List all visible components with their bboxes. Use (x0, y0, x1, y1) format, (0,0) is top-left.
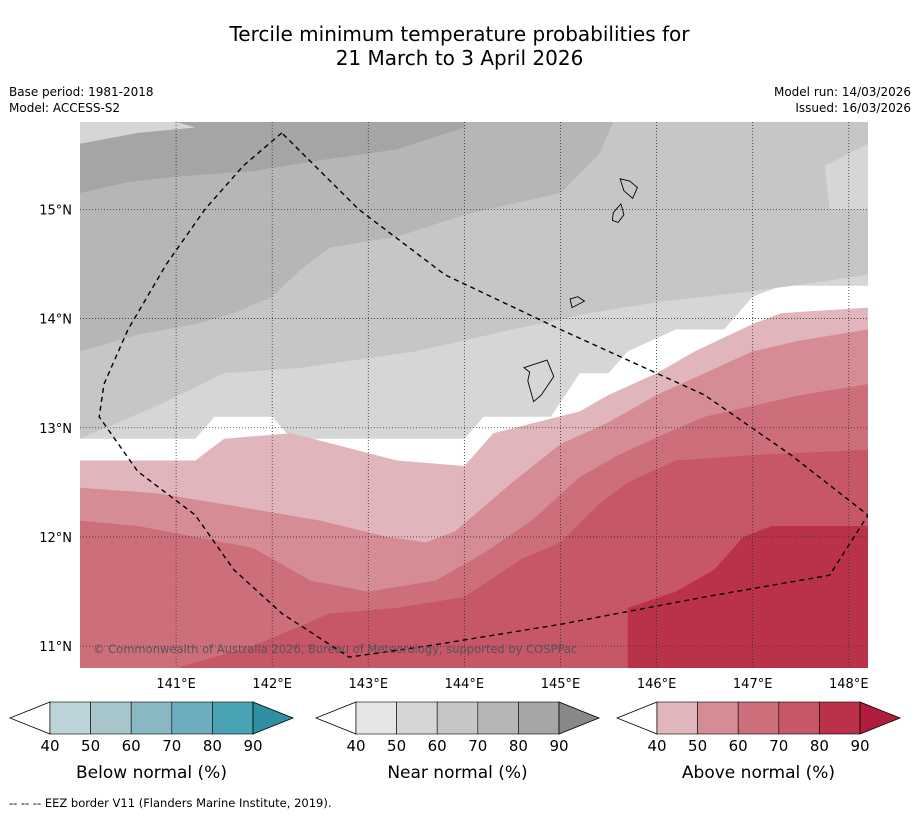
colorbar-swatch (737, 701, 780, 735)
colorbar-tick-label: 60 (122, 737, 141, 755)
near-normal-top-strip (80, 122, 196, 144)
colorbar-swatch (212, 701, 254, 735)
colorbar-high-extend (558, 701, 601, 735)
near-normal-60-east-patch (824, 143, 868, 210)
colorbar-tick-label: 50 (387, 737, 406, 755)
colorbar-swatch (477, 701, 519, 735)
colorbar-above: 40 50 60 70 80 90 Above normal (%) (615, 701, 902, 783)
island-outline (619, 178, 638, 200)
meta-right: Model run: 14/03/2026 Issued: 16/03/2026 (774, 84, 911, 116)
island-outline (569, 296, 586, 309)
colorbar-near: 40 50 60 70 80 90 Near normal (%) (314, 701, 601, 783)
title-line-1: Tercile minimum temperature probabilitie… (229, 22, 690, 46)
colorbar-tick-label: 80 (509, 737, 528, 755)
x-tick-label: 147°E (733, 677, 773, 692)
x-tick-label: 145°E (541, 677, 581, 692)
footnote-eez: -- -- -- EEZ border V11 (Flanders Marine… (9, 796, 332, 810)
colorbar-swatch (396, 701, 438, 735)
colorbar-label: Above normal (%) (682, 763, 835, 783)
colorbar-tick-label: 80 (203, 737, 222, 755)
colorbar-swatch (697, 701, 739, 735)
colorbar-tick-label: 90 (243, 737, 262, 755)
colorbar-tick-label: 40 (346, 737, 365, 755)
colorbar-swatch (130, 701, 173, 735)
y-tick-labels: 11°N 12°N 13°N 14°N 15°N (39, 203, 72, 655)
near-normal-80-region (80, 122, 465, 193)
y-tick-label: 12°N (39, 531, 72, 546)
y-tick-label: 13°N (39, 422, 72, 437)
colorbar-tick-label: 50 (81, 737, 100, 755)
colorbar-swatch (355, 701, 397, 735)
colorbar-swatch (171, 701, 213, 735)
colorbar-swatch (819, 701, 861, 735)
colorbar-tick-label: 90 (850, 737, 869, 755)
colorbar-high-extend (252, 701, 295, 735)
x-tick-label: 148°E (829, 677, 869, 692)
x-tick-label: 146°E (637, 677, 677, 692)
colorbar-tick-label: 90 (549, 737, 568, 755)
colorbar-swatch (436, 701, 479, 735)
graticule (80, 122, 868, 668)
y-tick-label: 15°N (39, 203, 72, 218)
chart-title: Tercile minimum temperature probabilitie… (0, 22, 919, 70)
colorbar-swatch (656, 701, 698, 735)
x-tick-label: 143°E (349, 677, 389, 692)
base-period: Base period: 1981-2018 (9, 85, 154, 99)
issued-date: Issued: 16/03/2026 (795, 101, 911, 115)
colorbar-swatch (49, 701, 91, 735)
colorbar-high-extend (859, 701, 902, 735)
model-name: Model: ACCESS-S2 (9, 101, 121, 115)
title-line-2: 21 March to 3 April 2026 (335, 46, 584, 70)
colorbar-label: Below normal (%) (76, 763, 227, 783)
islands (523, 178, 638, 403)
colorbar-below: 40 50 60 70 80 90 Below normal (%) (8, 701, 295, 783)
x-tick-label: 141°E (156, 677, 196, 692)
colorbars: 40 50 60 70 80 90 Below normal (%) 40 50 60 70 80 90… (8, 701, 902, 783)
island-outline (611, 202, 625, 224)
colorbar-tick-label: 60 (428, 737, 447, 755)
colorbar-tick-label: 40 (647, 737, 666, 755)
colorbar-tick-label: 70 (162, 737, 181, 755)
colorbar-tick-label: 70 (468, 737, 487, 755)
colorbar-low-extend (615, 701, 658, 735)
colorbar-tick-label: 80 (810, 737, 829, 755)
probability-regions (80, 122, 868, 668)
colorbar-tick-label: 40 (40, 737, 59, 755)
island-outline (523, 359, 555, 403)
x-tick-labels: 141°E 142°E 143°E 144°E 145°E 146°E 147°E 148°E (156, 677, 868, 692)
copyright-notice: © Commonwealth of Australia 2026, Bureau… (93, 642, 577, 656)
colorbar-tick-label: 70 (769, 737, 788, 755)
x-tick-label: 144°E (445, 677, 485, 692)
above-normal-90-region (627, 526, 868, 668)
colorbar-tick-label: 60 (729, 737, 748, 755)
colorbar-label: Near normal (%) (387, 763, 527, 783)
model-run: Model run: 14/03/2026 (773, 85, 911, 99)
x-tick-label: 142°E (252, 677, 292, 692)
eez-border-layer (98, 132, 868, 658)
colorbar-swatch (90, 701, 132, 735)
colorbar-low-extend (8, 701, 51, 735)
y-tick-label: 11°N (39, 640, 72, 655)
meta-left: Base period: 1981-2018 Model: ACCESS-S2 (9, 84, 154, 116)
y-tick-label: 14°N (39, 313, 72, 328)
colorbar-swatch (778, 701, 820, 735)
colorbar-low-extend (314, 701, 357, 735)
colorbar-tick-label: 50 (688, 737, 707, 755)
eez-border (98, 132, 868, 658)
near-normal-70-region (80, 122, 614, 352)
colorbar-swatch (518, 701, 560, 735)
